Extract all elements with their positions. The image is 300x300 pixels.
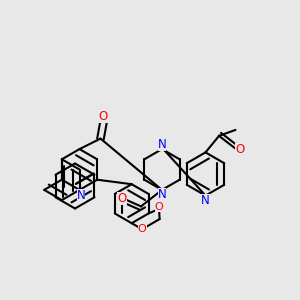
Text: O: O xyxy=(138,224,146,234)
Text: O: O xyxy=(236,143,244,156)
Text: N: N xyxy=(76,189,85,202)
Text: N: N xyxy=(158,188,166,201)
Text: N: N xyxy=(158,138,166,151)
Text: O: O xyxy=(118,192,127,206)
Text: N: N xyxy=(201,194,210,207)
Text: O: O xyxy=(98,110,107,123)
Text: O: O xyxy=(155,202,164,212)
